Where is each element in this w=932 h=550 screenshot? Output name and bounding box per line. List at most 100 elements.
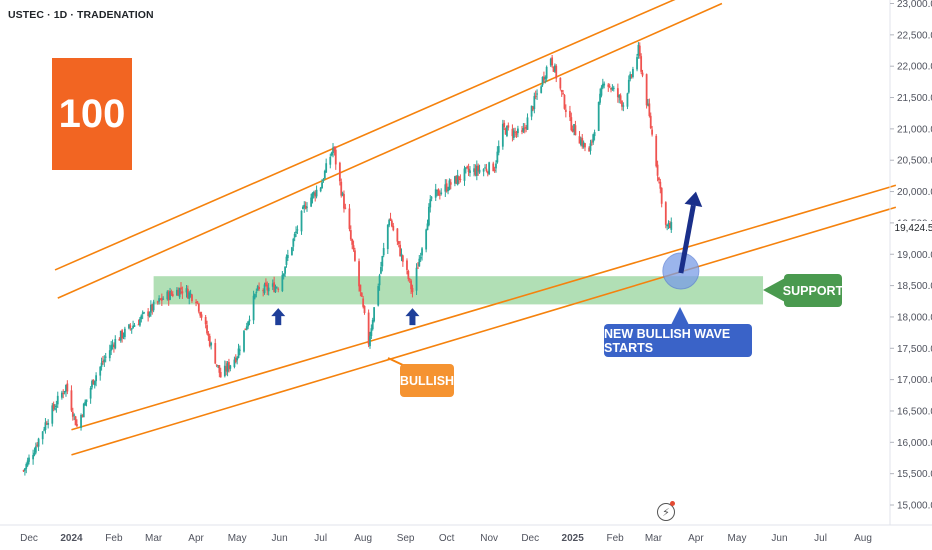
- candle-body: [649, 115, 652, 129]
- candle-body: [425, 229, 428, 250]
- candle-body: [630, 75, 633, 77]
- candle-body: [73, 414, 76, 416]
- candle-body: [322, 180, 325, 182]
- candle-body: [418, 258, 421, 267]
- candle-body: [626, 93, 629, 107]
- candle-body: [152, 301, 155, 311]
- candle-body: [74, 416, 77, 426]
- arrow-up-shape: [271, 308, 286, 326]
- candle-body: [196, 301, 199, 303]
- candle-body: [373, 307, 376, 322]
- candle-body: [593, 132, 596, 137]
- candle-body: [262, 290, 265, 292]
- candle-body: [427, 206, 430, 226]
- candle-body: [121, 330, 124, 339]
- candle-body: [119, 330, 122, 341]
- candle-body: [206, 325, 208, 334]
- candle-body: [300, 210, 303, 232]
- projection-arrow-head: [684, 191, 703, 207]
- candle-body: [351, 239, 354, 245]
- candle-body: [191, 294, 193, 302]
- candle-body: [426, 223, 429, 231]
- candle-body: [607, 84, 610, 87]
- candle-body: [60, 392, 63, 398]
- channel-line: [71, 184, 897, 431]
- candle-body: [448, 180, 451, 190]
- y-tick-label: 21,500.0: [897, 93, 932, 104]
- candle-body: [612, 87, 615, 90]
- candle-body: [177, 289, 180, 296]
- candle-body: [406, 260, 408, 270]
- support-label: SUPPORT: [783, 274, 843, 307]
- candle-body: [599, 93, 601, 103]
- candle-body: [349, 230, 352, 240]
- candle-body: [66, 383, 69, 392]
- candle-body: [616, 88, 619, 98]
- x-tick-label: 2024: [60, 533, 83, 544]
- candle-body: [564, 109, 567, 112]
- candle-body: [455, 175, 458, 184]
- candle-body: [601, 83, 604, 88]
- candle-body: [655, 135, 658, 167]
- candle-body: [186, 288, 189, 299]
- candle-body: [400, 253, 403, 257]
- candle-body: [389, 218, 392, 221]
- y-tick-label: 23,000.0: [897, 0, 932, 10]
- candle-body: [275, 287, 278, 289]
- candle-body: [408, 278, 411, 280]
- x-tick-label: Dec: [521, 533, 539, 544]
- candle-body: [496, 151, 499, 163]
- candle-body: [104, 356, 107, 358]
- candle-body: [28, 457, 30, 462]
- candle-body: [277, 288, 280, 290]
- candle-body: [525, 127, 528, 129]
- candle-body: [670, 222, 673, 230]
- candle-body: [343, 194, 345, 209]
- candle-body: [243, 330, 245, 352]
- lightning-icon[interactable]: ⚡: [657, 503, 675, 521]
- x-tick-label: Jul: [314, 533, 327, 544]
- candle-body: [34, 446, 37, 453]
- candle-body: [434, 189, 437, 198]
- candle-body: [570, 117, 573, 131]
- candle-body: [199, 312, 202, 316]
- candle-body: [445, 183, 448, 192]
- candle-body: [589, 143, 592, 151]
- candle-body: [543, 76, 545, 81]
- candle-body: [552, 66, 555, 72]
- candle-body: [666, 224, 669, 227]
- candle-body: [84, 401, 87, 406]
- candle-body: [399, 244, 402, 257]
- candle-body: [526, 117, 529, 130]
- candle-body: [549, 58, 552, 66]
- candle-body: [582, 142, 585, 148]
- candle-body: [386, 224, 389, 250]
- x-tick-label: Apr: [688, 533, 704, 544]
- candle-body: [362, 298, 365, 307]
- candle-body: [47, 423, 50, 425]
- candle-body: [285, 256, 288, 265]
- candle-body: [493, 169, 496, 171]
- x-tick-label: Feb: [607, 533, 625, 544]
- candle-body: [377, 286, 380, 306]
- candle-body: [218, 365, 221, 373]
- candle-body: [189, 293, 192, 295]
- candle-body: [417, 267, 419, 269]
- candle-body: [295, 231, 297, 233]
- candle-body: [664, 202, 667, 225]
- candle-body: [188, 292, 191, 299]
- candle-body: [99, 366, 102, 376]
- candle-body: [89, 388, 92, 399]
- candle-body: [65, 384, 67, 392]
- candle-body: [51, 405, 54, 424]
- candle-body: [637, 44, 640, 56]
- candle-body: [506, 125, 508, 136]
- candle-body: [330, 152, 333, 156]
- candle-body: [382, 248, 385, 256]
- candle-body: [648, 103, 651, 117]
- candle-body: [378, 275, 381, 286]
- candle-body: [603, 83, 606, 86]
- candle-body: [488, 162, 491, 175]
